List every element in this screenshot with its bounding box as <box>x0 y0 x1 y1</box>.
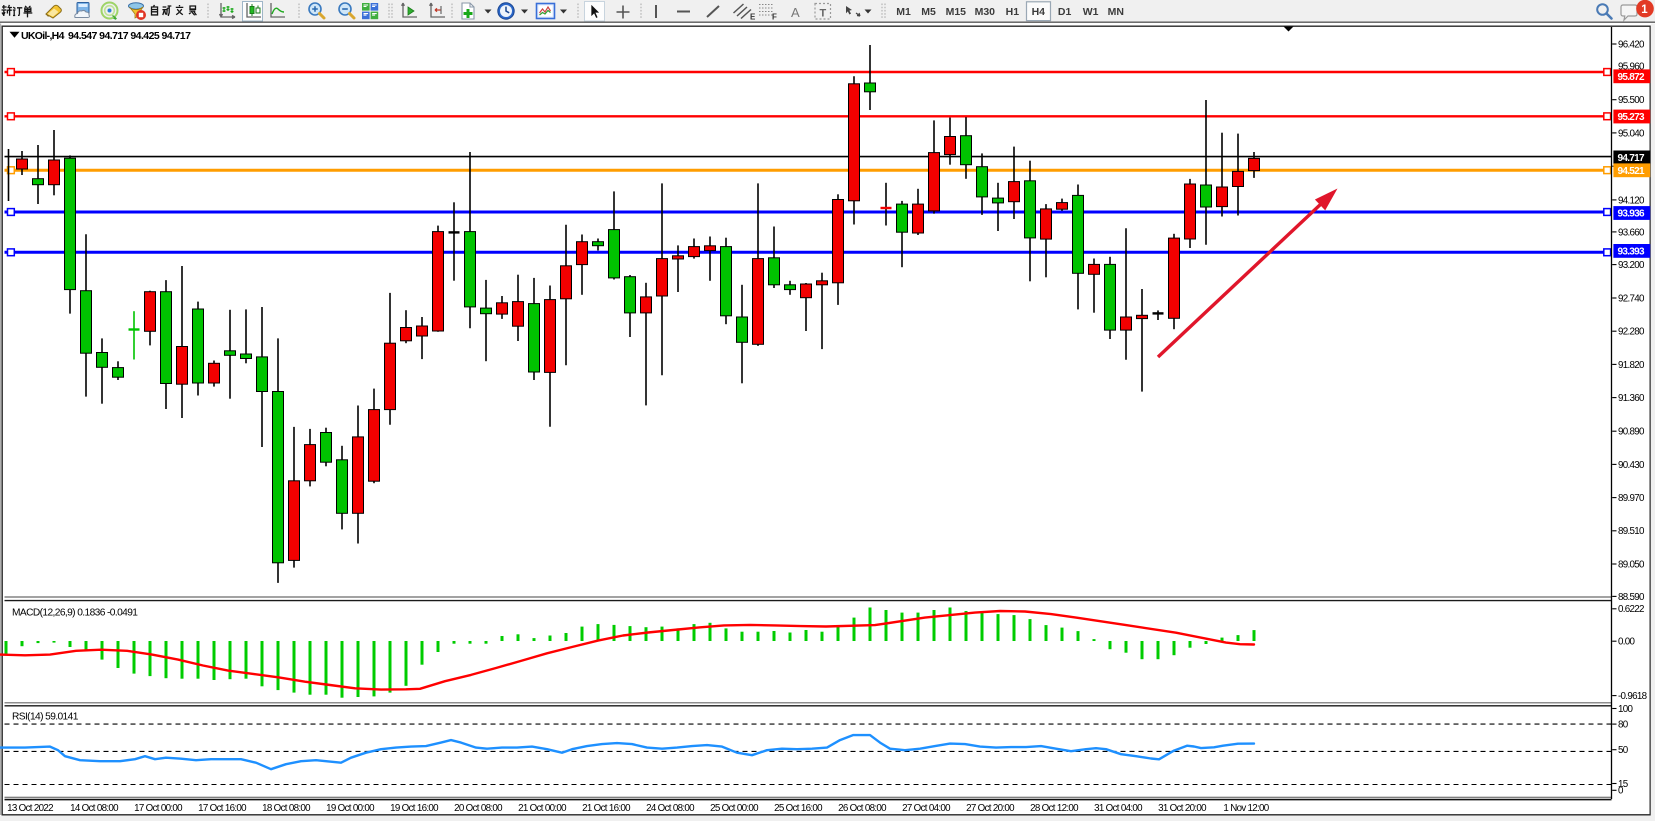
svg-text:88.590: 88.590 <box>1618 592 1645 603</box>
svg-text:95.040: 95.040 <box>1618 128 1645 139</box>
svg-text:27 Oct 20:00: 27 Oct 20:00 <box>966 803 1015 814</box>
svg-text:20 Oct 08:00: 20 Oct 08:00 <box>454 803 503 814</box>
svg-text:93.393: 93.393 <box>1618 247 1646 258</box>
svg-text:94.521: 94.521 <box>1618 166 1646 177</box>
svg-text:M1: M1 <box>896 6 911 18</box>
svg-text:1 Nov 12:00: 1 Nov 12:00 <box>1223 803 1269 814</box>
svg-text:89.050: 89.050 <box>1618 559 1645 570</box>
svg-text:90.430: 90.430 <box>1618 460 1645 471</box>
svg-text:UKOil-,H4: UKOil-,H4 <box>21 30 65 42</box>
svg-text:-0.9618: -0.9618 <box>1618 691 1648 702</box>
svg-text:80: 80 <box>1618 720 1629 731</box>
svg-text:T: T <box>820 8 827 20</box>
svg-text:92.740: 92.740 <box>1618 293 1645 304</box>
svg-text:28 Oct 12:00: 28 Oct 12:00 <box>1030 803 1079 814</box>
svg-text:M5: M5 <box>921 6 936 18</box>
svg-text:27 Oct 04:00: 27 Oct 04:00 <box>902 803 951 814</box>
svg-text:19 Oct 00:00: 19 Oct 00:00 <box>326 803 375 814</box>
svg-text:MACD(12,26,9) 0.1836 -0.0491: MACD(12,26,9) 0.1836 -0.0491 <box>12 607 138 618</box>
svg-text:89.510: 89.510 <box>1618 526 1645 537</box>
svg-text:95.500: 95.500 <box>1618 95 1645 106</box>
svg-text:25 Oct 16:00: 25 Oct 16:00 <box>774 803 823 814</box>
svg-text:91.360: 91.360 <box>1618 393 1645 404</box>
svg-text:31 Oct 04:00: 31 Oct 04:00 <box>1094 803 1143 814</box>
svg-text:21 Oct 16:00: 21 Oct 16:00 <box>582 803 631 814</box>
svg-text:13 Oct 2022: 13 Oct 2022 <box>7 803 53 814</box>
svg-text:25 Oct 00:00: 25 Oct 00:00 <box>710 803 759 814</box>
svg-text:50: 50 <box>1618 745 1629 756</box>
svg-text:H1: H1 <box>1006 6 1020 18</box>
svg-text:95.960: 95.960 <box>1618 62 1645 73</box>
svg-text:93.200: 93.200 <box>1618 260 1645 271</box>
svg-text:93.660: 93.660 <box>1618 227 1645 238</box>
svg-text:W1: W1 <box>1083 6 1099 18</box>
svg-text:H4: H4 <box>1032 6 1046 18</box>
svg-text:17 Oct 16:00: 17 Oct 16:00 <box>198 803 247 814</box>
svg-text:0.00: 0.00 <box>1618 637 1636 648</box>
svg-text:21 Oct 00:00: 21 Oct 00:00 <box>518 803 567 814</box>
svg-text:95.273: 95.273 <box>1618 112 1646 123</box>
svg-text:RSI(14) 59.0141: RSI(14) 59.0141 <box>12 712 79 723</box>
svg-text:100: 100 <box>1618 704 1633 715</box>
svg-text:14 Oct 08:00: 14 Oct 08:00 <box>70 803 119 814</box>
svg-text:M30: M30 <box>975 6 996 18</box>
svg-text:24 Oct 08:00: 24 Oct 08:00 <box>646 803 695 814</box>
svg-text:89.970: 89.970 <box>1618 493 1645 504</box>
svg-text:26 Oct 08:00: 26 Oct 08:00 <box>838 803 887 814</box>
svg-text:94.547 94.717 94.425 94.717: 94.547 94.717 94.425 94.717 <box>68 30 191 42</box>
svg-text:F: F <box>772 13 777 22</box>
svg-text:90.890: 90.890 <box>1618 427 1645 438</box>
svg-text:92.280: 92.280 <box>1618 327 1645 338</box>
svg-text:0.6222: 0.6222 <box>1618 604 1644 615</box>
svg-text:0: 0 <box>1618 786 1624 797</box>
svg-text:91.820: 91.820 <box>1618 360 1645 371</box>
svg-text:15: 15 <box>1618 779 1629 790</box>
svg-text:94.120: 94.120 <box>1618 195 1645 206</box>
svg-text:96.420: 96.420 <box>1618 39 1645 50</box>
svg-text:E: E <box>750 13 756 22</box>
svg-text:17 Oct 00:00: 17 Oct 00:00 <box>134 803 183 814</box>
svg-text:MN: MN <box>1108 6 1124 18</box>
svg-text:M15: M15 <box>946 6 967 18</box>
svg-text:18 Oct 08:00: 18 Oct 08:00 <box>262 803 311 814</box>
svg-text:A: A <box>791 5 800 20</box>
svg-text:19 Oct 16:00: 19 Oct 16:00 <box>390 803 439 814</box>
svg-text:31 Oct 20:00: 31 Oct 20:00 <box>1158 803 1207 814</box>
svg-text:93.936: 93.936 <box>1618 209 1646 220</box>
svg-text:94.717: 94.717 <box>1618 153 1646 164</box>
svg-text:D1: D1 <box>1058 6 1072 18</box>
svg-text:95.872: 95.872 <box>1618 72 1646 83</box>
svg-text:1: 1 <box>1641 4 1648 16</box>
